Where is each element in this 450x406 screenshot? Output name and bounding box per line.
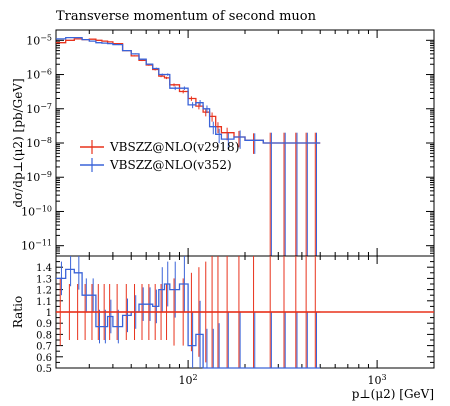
x-axis-label: p⊥(μ2) [GeV] [352, 387, 434, 401]
legend-label: VBSZZ@NLO(v352) [109, 158, 232, 172]
ratio-axis-label: Ratio [11, 296, 25, 328]
ratio-tick-label: 1.3 [36, 274, 52, 285]
ratio-tick-label: 0.7 [36, 342, 52, 353]
x-tick-label: 102 [179, 373, 198, 387]
main-panel: 10−11 10−10 10−9 10−8 10−7 10−6 10−5 VBSZZ@NLO… [21, 29, 435, 257]
ratio-tick-label: 1.4 [36, 263, 52, 274]
ratio-tick-label: 0.9 [36, 319, 52, 330]
ratio-panel: 102 103 0.50.60.70.80.911.11.21.31.4 [36, 255, 435, 387]
series-line [56, 38, 321, 144]
chart-title: Transverse momentum of second muon [56, 9, 317, 24]
ratio-tick-label: 1.2 [36, 286, 52, 297]
y-tick-label: 10−9 [26, 170, 52, 184]
ratio-tick-label: 0.5 [36, 364, 52, 375]
ratio-tick-label: 0.8 [36, 330, 52, 341]
y-tick-label: 10−10 [21, 204, 52, 218]
ratio-axis-ticks: 102 103 0.50.60.70.80.911.11.21.31.4 [36, 255, 435, 387]
ratio-series-group [56, 256, 434, 369]
x-tick-label: 103 [368, 373, 387, 387]
y-tick-label: 10−8 [26, 136, 52, 150]
legend-label: VBSZZ@NLO(v2918) [109, 140, 239, 154]
y-tick-label: 10−6 [26, 68, 52, 82]
y-tick-label: 10−7 [26, 102, 52, 116]
legend: VBSZZ@NLO(v2918) VBSZZ@NLO(v352) [80, 140, 239, 172]
ratio-tick-label: 1 [46, 308, 52, 319]
ratio-tick-label: 1.1 [36, 297, 52, 308]
series-line [56, 36, 321, 144]
ratio-series-line [56, 268, 321, 369]
main-series-group [56, 36, 321, 256]
ratio-tick-label: 0.6 [36, 353, 52, 364]
y-axis-label: dσ/dp⊥(μ2) [pb/GeV] [11, 78, 25, 207]
y-tick-label: 10−5 [26, 33, 52, 47]
y-tick-label: 10−11 [21, 239, 52, 253]
